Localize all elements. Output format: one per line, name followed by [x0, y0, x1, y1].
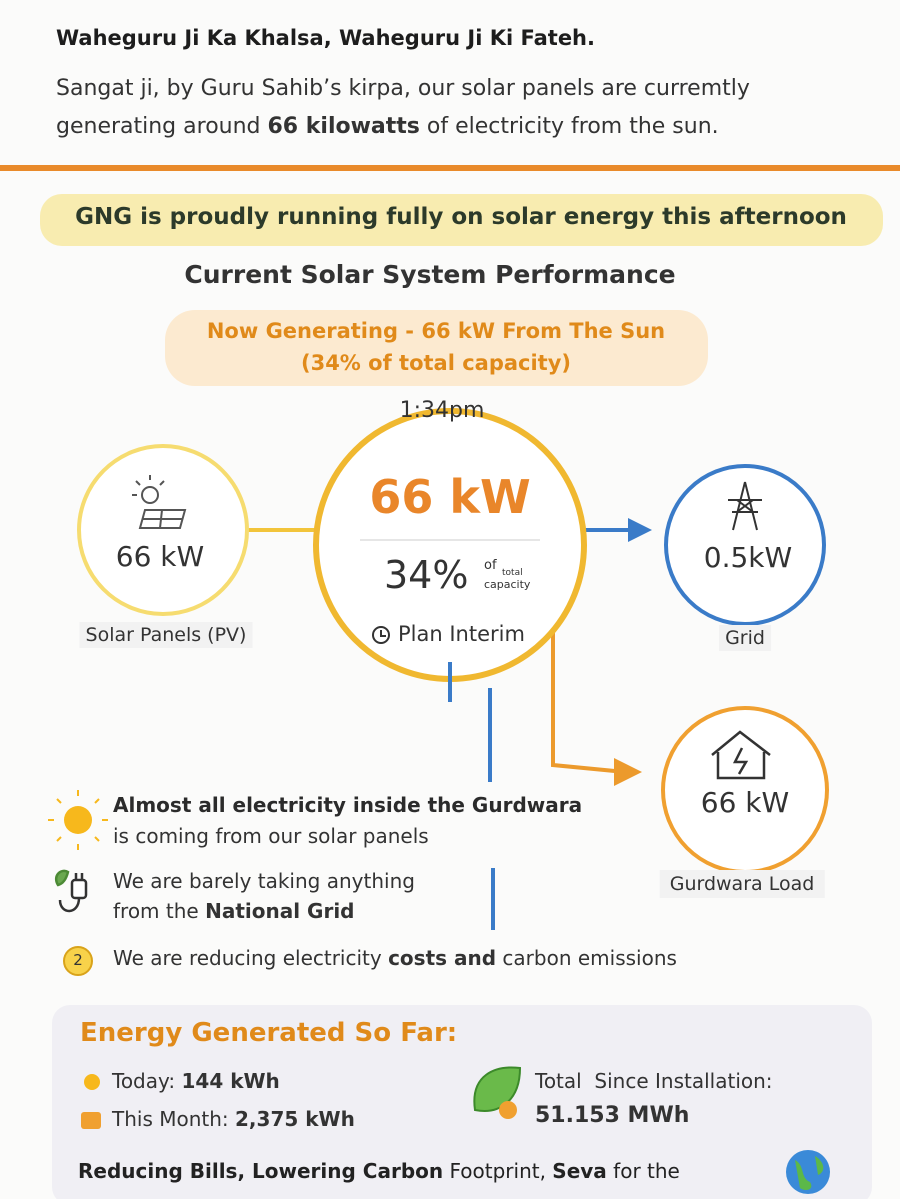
text: Sangat ji, by Guru Sahib’s kirpa, our so… [56, 76, 750, 139]
month: This Month: 2,375 kWh [112, 1107, 355, 1131]
emphasis: 66 kilowatts [267, 114, 420, 139]
text: We are reducing electricity [113, 946, 389, 970]
arrow-head [614, 758, 642, 786]
emphasis: Seva [552, 1159, 607, 1183]
value: 144 kWh [181, 1069, 280, 1093]
total-value: 51.153 MWh [535, 1103, 690, 1128]
note: total [502, 568, 523, 578]
energy-title: Energy Generated So Far: [80, 1018, 458, 1048]
banner-bg [40, 194, 883, 246]
time: 1:34pm [399, 398, 485, 423]
point: is coming from our solar panels [113, 824, 429, 848]
footer: Reducing Bills, Lowering Carbon Footprin… [78, 1159, 680, 1183]
section-title: Current Solar System Performance [184, 260, 676, 289]
total-label: Total Since Installation: [535, 1069, 773, 1093]
pylon-icon [728, 481, 762, 531]
today: Today: 144 kWh [112, 1069, 280, 1093]
center-value: 66 kW [369, 470, 531, 524]
node-value: 66 kW [700, 786, 790, 819]
label: This Month: [112, 1107, 236, 1131]
label: Today: [112, 1069, 182, 1093]
badge-number: 2 [73, 951, 83, 969]
emphasis: National Grid [205, 899, 355, 923]
point: from the National Grid [113, 899, 355, 923]
status-bg [165, 310, 708, 386]
arrow-load [551, 630, 626, 774]
note: of [484, 558, 497, 573]
emphasis: Reducing Bills, Lowering Carbon [78, 1159, 444, 1183]
solar-circle [77, 444, 249, 616]
value: 2,375 kWh [235, 1107, 355, 1131]
status: Now Generating - 66 kW From The Sun [206, 319, 666, 343]
text: from the [113, 899, 206, 923]
badge [63, 946, 93, 976]
clock-icon [372, 626, 390, 644]
plan: Plan Interim [398, 622, 525, 646]
point: Almost all electricity inside the Gurdwa… [113, 793, 583, 817]
solar-icon [132, 475, 187, 529]
text: Footprint, [443, 1159, 553, 1183]
leaf-icon [473, 1066, 522, 1119]
center-percent: 34% [384, 553, 469, 597]
greeting: Waheguru Ji Ka Khalsa, Waheguru Ji Ki Fa… [56, 26, 595, 50]
note: capacity [484, 578, 531, 591]
text: carbon emissions [496, 946, 677, 970]
point: We are reducing electricity costs and ca… [113, 946, 677, 970]
status: (34% of total capacity) [300, 351, 572, 375]
house-icon [711, 730, 771, 780]
text: of electricity from the sun. [419, 114, 719, 139]
grid-circle [664, 464, 826, 626]
divider [0, 165, 900, 171]
node-label: Solar Panels (PV) [79, 622, 253, 648]
message: Sangat ji, by Guru Sahib’s kirpa, our so… [56, 70, 846, 146]
sun-icon [48, 790, 108, 850]
banner: GNG is proudly running fully on solar en… [75, 204, 847, 230]
plug-icon [54, 869, 88, 913]
node-value: 0.5kW [703, 541, 793, 574]
energy-panel [52, 1005, 872, 1199]
node-label: Grid [719, 625, 771, 651]
point: We are barely taking anything [113, 869, 415, 893]
node-label: Gurdwara Load [659, 870, 825, 898]
globe-icon [786, 1150, 830, 1194]
sun-small [84, 1074, 100, 1090]
node-value: 66 kW [115, 540, 205, 573]
arrow-head [628, 518, 652, 542]
calendar-icon [81, 1112, 101, 1129]
text: for the [606, 1159, 680, 1183]
emphasis: costs and [388, 946, 497, 970]
